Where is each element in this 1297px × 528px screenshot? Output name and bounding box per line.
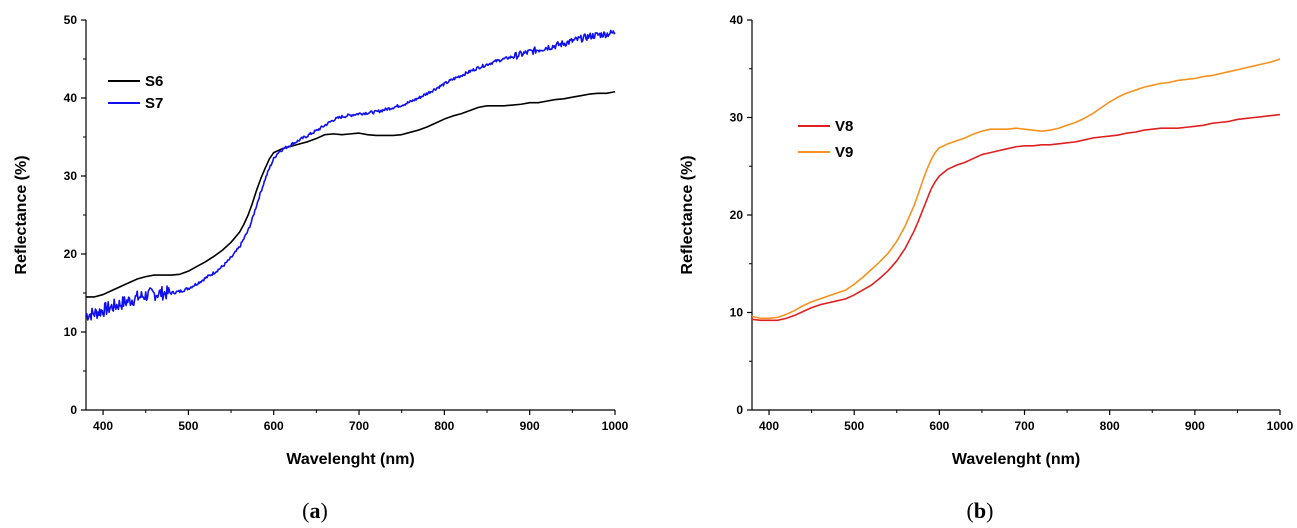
x-tick-label: 400 bbox=[93, 419, 113, 433]
y-tick-label: 40 bbox=[64, 91, 78, 105]
x-tick-label: 500 bbox=[178, 419, 198, 433]
x-tick-label: 600 bbox=[264, 419, 284, 433]
y-tick-label: 0 bbox=[736, 403, 743, 417]
x-tick-label: 800 bbox=[1100, 419, 1120, 433]
y-tick-label: 0 bbox=[70, 403, 77, 417]
y-tick-label: 30 bbox=[730, 111, 744, 125]
y-tick-label: 10 bbox=[64, 325, 78, 339]
x-tick-label: 1000 bbox=[1267, 419, 1294, 433]
y-tick-label: 20 bbox=[64, 247, 78, 261]
x-tick-label: 900 bbox=[520, 419, 540, 433]
legend-label-v8: V8 bbox=[835, 118, 853, 135]
x-tick-label: 400 bbox=[759, 419, 779, 433]
x-tick-label: 900 bbox=[1185, 419, 1205, 433]
series-line-v9 bbox=[751, 58, 1281, 320]
y-axis-title: Reflectance (%) bbox=[13, 155, 30, 274]
x-tick-label: 800 bbox=[434, 419, 454, 433]
y-tick-label: 30 bbox=[64, 169, 78, 183]
series-line-s7 bbox=[85, 29, 616, 321]
x-axis-title: Wavelenght (nm) bbox=[286, 451, 414, 468]
y-tick-label: 10 bbox=[730, 306, 744, 320]
x-tick-label: 1000 bbox=[602, 419, 629, 433]
series-line-s6 bbox=[86, 90, 616, 298]
y-axis-title: Reflectance (%) bbox=[679, 155, 696, 274]
panel-label-b: (b) bbox=[967, 498, 994, 523]
legend-label-s6: S6 bbox=[145, 73, 163, 90]
y-tick-label: 50 bbox=[64, 13, 78, 27]
legend-label-v9: V9 bbox=[835, 144, 853, 161]
y-tick-label: 40 bbox=[730, 13, 744, 27]
chart-b: 0 10 20 30 40 400 500 600 700 800 900 1000 Wavelengh… bbox=[679, 13, 1294, 468]
x-axis-title: Wavelenght (nm) bbox=[952, 451, 1080, 468]
x-tick-label: 500 bbox=[844, 419, 864, 433]
y-tick-label: 20 bbox=[730, 208, 744, 222]
panel-label-a: (a) bbox=[302, 498, 328, 523]
x-tick-label: 700 bbox=[349, 419, 369, 433]
x-tick-label: 700 bbox=[1015, 419, 1035, 433]
legend-label-s7: S7 bbox=[145, 95, 163, 112]
x-tick-label: 600 bbox=[929, 419, 949, 433]
series-line-v8 bbox=[751, 113, 1281, 322]
chart-a: 0 10 20 30 40 50 400 500 600 700 800 900 1000 Wavelen… bbox=[13, 13, 629, 468]
